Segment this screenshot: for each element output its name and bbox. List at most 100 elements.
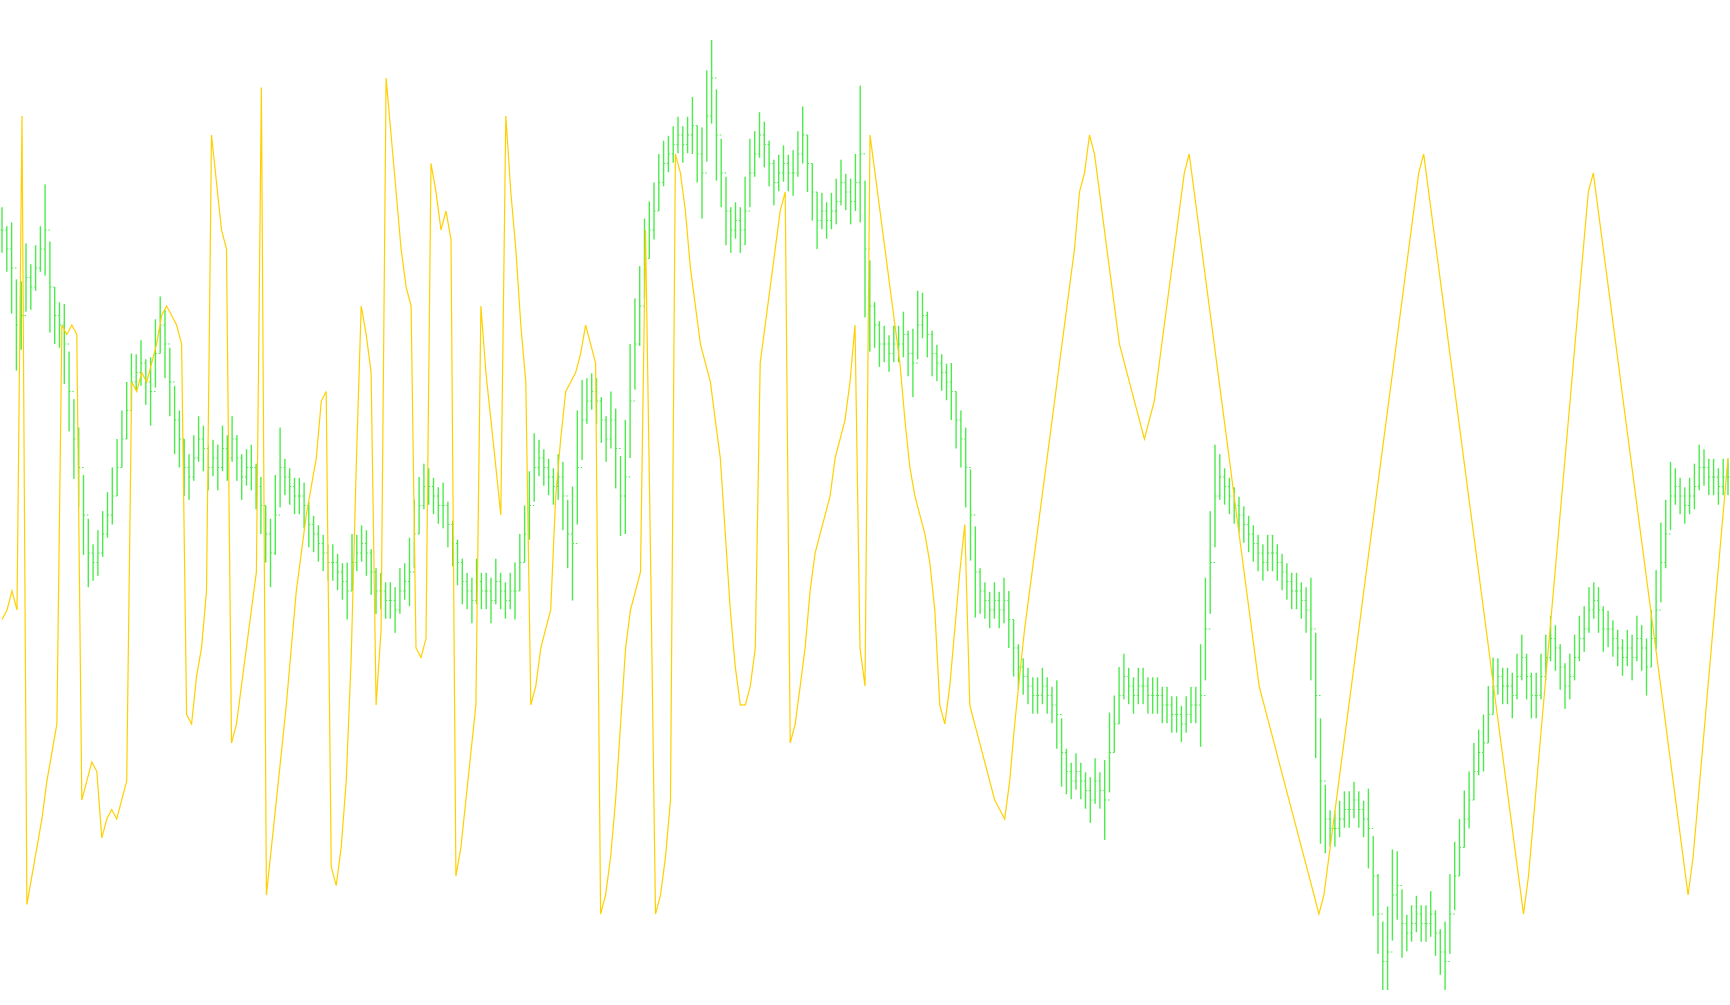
price-bar — [599, 397, 603, 443]
price-bar — [1496, 658, 1500, 695]
price-bar — [1592, 582, 1596, 619]
price-bar — [1218, 454, 1222, 500]
price-bar — [973, 514, 977, 618]
price-bar — [1669, 461, 1672, 535]
price-bar — [782, 145, 785, 182]
price-bar — [1707, 458, 1711, 496]
price-bar — [1357, 791, 1361, 828]
price-bar — [681, 126, 685, 163]
price-bar — [240, 454, 244, 500]
price-bar — [671, 126, 675, 163]
price-bar — [523, 505, 527, 563]
price-bar — [1002, 577, 1006, 624]
price-bar — [1175, 696, 1179, 733]
price-bar — [1400, 885, 1404, 958]
price-bar — [1381, 913, 1385, 990]
price-bar — [1573, 634, 1577, 681]
price-bar — [245, 449, 248, 486]
price-bar — [628, 344, 632, 478]
price-bar — [1319, 695, 1322, 844]
price-bar — [1266, 534, 1270, 572]
price-bar — [714, 77, 718, 181]
price-bar — [551, 468, 555, 505]
price-bar — [1582, 606, 1586, 652]
price-bar — [1338, 800, 1342, 838]
price-bar — [86, 514, 90, 588]
price-bar — [820, 192, 824, 230]
price-bar — [1012, 619, 1016, 677]
price-bar — [1347, 791, 1351, 828]
price-bar — [1122, 653, 1126, 700]
price-bar — [1026, 667, 1030, 705]
price-bar — [1060, 714, 1064, 787]
price-bar — [1362, 800, 1366, 838]
price-bar — [1390, 849, 1394, 953]
price-bar — [293, 477, 296, 515]
price-bar — [408, 537, 411, 607]
price-bar — [278, 427, 282, 516]
price-bar — [542, 449, 546, 486]
price-bar — [1021, 658, 1025, 695]
price-bar — [312, 515, 316, 553]
price-bar — [647, 201, 651, 259]
price-bar — [436, 487, 440, 524]
price-bar — [1606, 610, 1610, 648]
price-bar — [48, 229, 52, 333]
price-bar — [1410, 905, 1414, 942]
price-bar — [964, 427, 968, 508]
price-bar — [1419, 905, 1423, 942]
price-bar — [916, 290, 920, 364]
price-bar — [1323, 780, 1327, 854]
price-bar — [969, 467, 972, 561]
price-bar — [940, 354, 944, 391]
price-bar — [935, 344, 939, 382]
price-bar — [767, 140, 771, 187]
price-bar — [441, 482, 445, 529]
price-bar — [1673, 468, 1677, 505]
price-bar — [374, 568, 378, 614]
price-bar — [1458, 819, 1461, 877]
price-bar — [1208, 511, 1212, 630]
price-bar — [997, 591, 1001, 629]
price-bar — [24, 243, 28, 316]
price-bar — [1299, 582, 1303, 619]
price-bar — [1108, 712, 1111, 801]
price-bar — [1510, 672, 1514, 719]
price-bar — [623, 420, 627, 534]
price-bar — [1050, 686, 1054, 724]
price-bar — [945, 363, 948, 401]
price-bar — [1251, 525, 1255, 562]
price-bar — [120, 410, 124, 468]
price-bar — [235, 435, 239, 481]
price-bar — [700, 127, 704, 219]
price-bar — [796, 131, 800, 177]
price-bar — [14, 267, 18, 371]
price-bar — [1247, 515, 1251, 553]
price-bar — [988, 591, 992, 629]
price-bar — [1539, 653, 1543, 700]
price-bar — [513, 562, 517, 620]
price-bar — [364, 530, 368, 576]
price-bar — [1040, 667, 1044, 705]
price-bar — [1045, 677, 1049, 714]
price-bar — [1261, 544, 1265, 581]
price-bar — [839, 159, 843, 206]
price-bar — [1429, 891, 1433, 937]
price-bar — [1170, 696, 1174, 733]
price-bar — [1156, 677, 1159, 714]
price-bar — [604, 416, 608, 462]
price-bar — [619, 448, 622, 536]
price-bar — [738, 207, 742, 253]
price-bar — [316, 525, 320, 562]
price-bar — [479, 572, 483, 610]
price-bar — [1386, 906, 1390, 990]
price-bar — [518, 534, 522, 592]
price-bar — [1688, 477, 1692, 515]
price-bar — [168, 343, 172, 417]
price-bar — [192, 435, 196, 481]
price-bar — [1328, 810, 1332, 847]
price-bar — [1515, 653, 1519, 700]
price-bar — [1453, 841, 1457, 915]
price-bar — [302, 482, 306, 529]
